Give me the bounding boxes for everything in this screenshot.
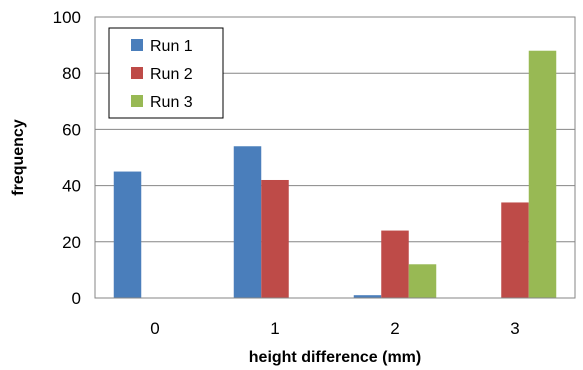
y-tick-label: 20 xyxy=(62,233,81,252)
x-axis-title: height difference (mm) xyxy=(249,349,421,366)
bar-run-2-cat-1 xyxy=(261,179,289,298)
legend: Run 1 Run 2 Run 3 xyxy=(108,27,224,119)
bar-run-3-cat-3 xyxy=(528,50,557,298)
legend-box xyxy=(108,27,224,119)
bars xyxy=(113,50,557,298)
x-tick-label: 3 xyxy=(510,319,519,338)
bar-run-1-cat-1 xyxy=(233,146,262,298)
legend-swatch-run-1 xyxy=(131,39,143,51)
y-tick-label: 40 xyxy=(62,177,81,196)
bar-run-2-cat-2 xyxy=(381,230,409,298)
bar-run-1-cat-0 xyxy=(113,171,142,298)
legend-swatch-run-2 xyxy=(131,67,143,79)
legend-label-run-3: Run 3 xyxy=(150,94,193,111)
y-tick-label: 0 xyxy=(72,289,81,308)
y-tick-label: 60 xyxy=(62,120,81,139)
bar-run-3-cat-2 xyxy=(408,264,437,298)
legend-label-run-1: Run 1 xyxy=(150,38,193,55)
bar-run-2-cat-3 xyxy=(501,202,529,298)
x-tick-label: 1 xyxy=(270,319,279,338)
y-axis-tick-labels: 0 20 40 60 80 100 xyxy=(53,8,81,308)
x-tick-label: 2 xyxy=(390,319,399,338)
y-tick-label: 80 xyxy=(62,64,81,83)
plot-area-border xyxy=(94,16,576,299)
y-axis-title: frequency xyxy=(10,119,27,196)
legend-label-run-2: Run 2 xyxy=(150,66,193,83)
legend-swatch-run-3 xyxy=(131,95,143,107)
x-axis-tick-labels: 0 1 2 3 xyxy=(150,319,519,338)
y-tick-label: 100 xyxy=(53,8,81,27)
bar-run-1-cat-2 xyxy=(353,295,382,298)
x-tick-label: 0 xyxy=(150,319,159,338)
